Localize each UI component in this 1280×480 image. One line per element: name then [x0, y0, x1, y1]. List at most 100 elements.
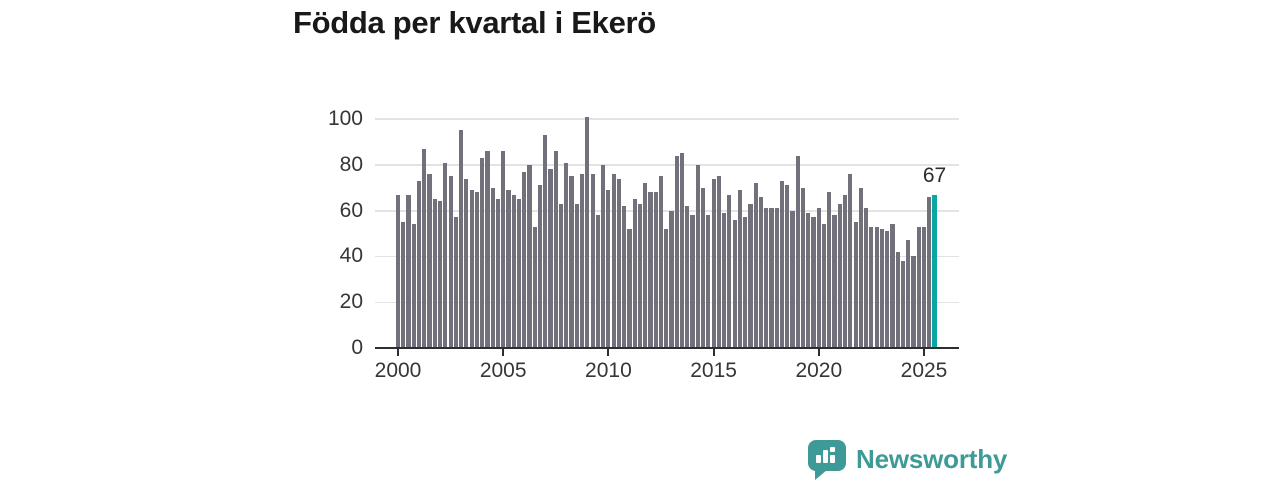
quarter-bar	[459, 130, 464, 348]
quarter-bar	[737, 190, 742, 348]
quarter-bar	[532, 226, 537, 348]
quarter-bar	[679, 153, 685, 348]
quarter-bar	[432, 199, 437, 348]
quarter-bar	[448, 176, 453, 348]
quarter-bar	[853, 222, 858, 348]
quarter-bar	[658, 176, 664, 348]
quarter-bar	[543, 135, 548, 348]
quarter-bar	[511, 194, 516, 348]
newsworthy-logo: Newsworthy	[808, 440, 1008, 480]
quarter-bar	[779, 180, 785, 348]
x-axis-tick	[817, 348, 820, 356]
x-axis-tick-label: 2025	[900, 359, 948, 382]
quarter-bar	[785, 185, 790, 348]
quarter-bar	[674, 155, 679, 348]
speech-bubble-shape	[808, 440, 846, 471]
quarter-bar	[501, 151, 506, 348]
y-axis-tick-label: 40	[339, 244, 363, 268]
quarter-bar	[437, 201, 443, 348]
last-bar-value-label: 67	[922, 163, 947, 187]
quarter-bar	[722, 212, 727, 348]
plot-area: 0 20 40 60 80 100 2000 2005 2010 2015 2020 2025	[328, 108, 959, 382]
quarter-bar	[453, 217, 458, 348]
x-axis-line	[375, 347, 959, 349]
quarter-bar	[695, 164, 700, 348]
quarter-bar	[700, 187, 706, 348]
quarter-bar	[590, 173, 595, 348]
mini-bar-1	[816, 455, 821, 463]
quarter-bar	[443, 162, 448, 348]
quarter-bar	[648, 192, 653, 348]
quarter-bar	[690, 215, 695, 348]
quarter-bar	[548, 169, 553, 348]
quarter-bar	[495, 199, 501, 348]
x-axis-tick	[397, 348, 399, 356]
quarter-bar	[527, 164, 532, 348]
quarter-bar	[464, 178, 469, 348]
y-axis-tick-label: 60	[339, 198, 363, 222]
quarter-bar	[485, 151, 490, 348]
quarter-bar	[827, 192, 832, 348]
quarter-bar	[422, 148, 427, 348]
x-axis-tick-label: 2020	[795, 359, 843, 382]
quarter-bar	[832, 215, 837, 348]
quarter-bar	[774, 208, 779, 348]
quarter-bar	[869, 226, 874, 348]
quarter-bar	[911, 256, 916, 348]
quarter-bar	[601, 164, 606, 348]
quarter-bar	[927, 196, 932, 348]
quarter-bar	[890, 224, 895, 348]
newsworthy-bubble-chart-icon	[808, 440, 846, 480]
quarter-bar	[606, 190, 611, 348]
quarter-bar	[564, 162, 569, 348]
mini-bar-2	[823, 450, 828, 463]
quarter-bar	[758, 196, 764, 348]
gridline-y-80	[375, 164, 959, 166]
highlighted-quarter-bar	[932, 194, 937, 348]
quarter-bar	[858, 187, 863, 348]
quarter-bar	[637, 203, 643, 348]
gridline-y-100	[375, 118, 959, 120]
quarter-bar	[611, 173, 616, 348]
quarter-bar	[748, 203, 753, 348]
mini-bar-3	[830, 455, 835, 463]
quarter-bar	[632, 199, 637, 348]
quarter-bar	[616, 178, 621, 348]
x-axis-tick	[607, 348, 610, 356]
quarter-bar	[574, 203, 579, 348]
x-axis-tick	[923, 348, 925, 356]
quarter-bar	[653, 192, 658, 348]
quarter-bar	[537, 185, 543, 348]
quarter-bar	[753, 183, 758, 348]
quarter-bar	[401, 222, 406, 348]
x-axis-tick-label: 2005	[479, 359, 527, 382]
newsworthy-wordmark: Newsworthy	[856, 443, 1008, 474]
quarter-bar	[469, 190, 474, 348]
quarter-bar	[395, 194, 401, 348]
quarter-bar	[806, 212, 811, 348]
quarter-bar	[816, 208, 821, 348]
quarter-bar	[474, 192, 479, 348]
quarter-bar	[595, 215, 600, 348]
chart-title: Födda per kvartal i Ekerö	[293, 5, 656, 40]
y-axis-tick-label: 0	[351, 336, 363, 359]
quarter-bar	[711, 178, 716, 348]
quarter-bar	[727, 194, 732, 348]
quarter-bar	[406, 194, 411, 348]
quarter-bar	[769, 208, 774, 348]
quarter-bar	[864, 208, 869, 348]
quarter-bar	[790, 210, 795, 348]
quarter-bar	[643, 183, 648, 348]
y-axis-tick-label: 20	[339, 290, 363, 314]
quarter-bar	[732, 219, 737, 348]
speech-bubble-tail	[815, 470, 827, 480]
quarter-bar	[580, 173, 585, 348]
quarter-bar	[506, 190, 511, 348]
quarter-bar	[685, 206, 690, 348]
quarter-bar	[480, 157, 485, 348]
quarter-bar	[627, 228, 632, 348]
quarter-bar	[522, 171, 527, 348]
quarter-bar	[900, 260, 906, 348]
quarter-bar	[906, 240, 911, 348]
x-axis-tick-label: 2000	[374, 359, 422, 382]
